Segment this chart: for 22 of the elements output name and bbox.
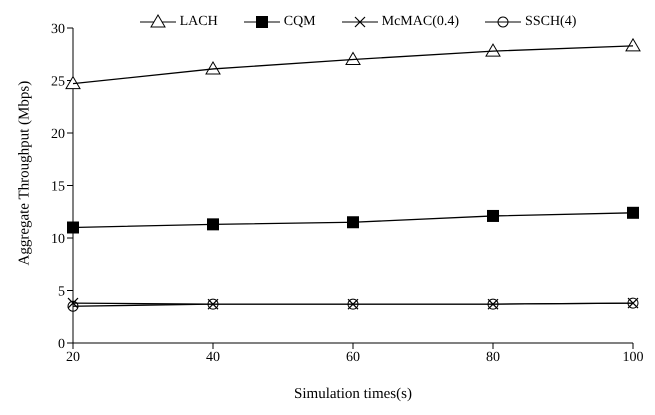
y-tick-label: 15 <box>51 179 65 194</box>
point <box>68 300 78 312</box>
point <box>67 222 79 234</box>
y-axis-title: Aggregate Throughput (Mbps) <box>16 80 32 266</box>
x-tick-label: 60 <box>346 350 360 365</box>
y-tick-label: 10 <box>51 232 65 247</box>
point <box>627 206 639 219</box>
legend-label: McMAC(0.4) <box>382 14 460 30</box>
point <box>626 38 640 52</box>
x-tick-label: 80 <box>486 350 500 365</box>
y-tick-label: 5 <box>58 284 65 300</box>
y-tick-label: 20 <box>51 126 65 142</box>
x-tick-label: 40 <box>206 350 220 365</box>
x-tick-label: 100 <box>622 350 644 365</box>
y-tick-label: 0 <box>58 336 65 352</box>
y-tick-label: 30 <box>51 22 65 37</box>
y-tick-label: 25 <box>51 74 65 90</box>
point <box>67 298 79 309</box>
x-axis-title: Simulation times(s) <box>294 386 412 402</box>
legend-label: LACH <box>180 14 218 30</box>
legend-label: CQM <box>284 14 316 30</box>
legend-label: SSCH(4) <box>525 14 576 30</box>
